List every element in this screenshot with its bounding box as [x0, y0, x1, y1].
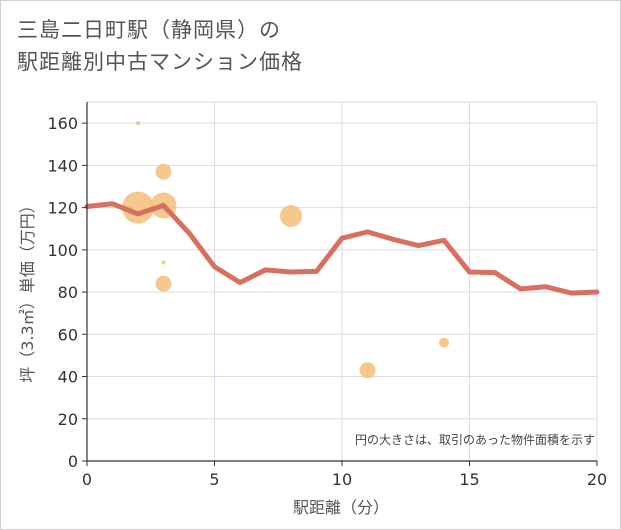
chart-title: 三島二日町駅（静岡県）の 駅距離別中古マンション価格 [17, 14, 303, 78]
y-tick-label: 140 [47, 156, 78, 175]
transaction-bubble [280, 205, 302, 228]
chart-title-line2: 駅距離別中古マンション価格 [17, 50, 303, 74]
x-tick-label: 5 [209, 470, 219, 489]
transaction-bubble [359, 362, 376, 379]
y-tick-label: 80 [58, 283, 78, 302]
transaction-bubble [155, 163, 172, 180]
transaction-bubble [155, 275, 172, 292]
x-tick-label: 20 [587, 470, 607, 489]
y-tick-label: 160 [47, 114, 78, 133]
x-tick-label: 0 [82, 470, 92, 489]
y-tick-label: 20 [58, 410, 78, 429]
chart-title-line1: 三島二日町駅（静岡県）の [17, 18, 281, 42]
y-tick-label: 0 [68, 452, 78, 471]
y-axis-label: 坪（3.3㎡）単価（万円） [18, 197, 37, 382]
grid-lines [86, 101, 598, 462]
x-tick-label: 15 [459, 470, 479, 489]
axes: 0 20 40 60 80 100 120 140 160 0 5 10 15 20 [47, 102, 607, 489]
transaction-bubble [439, 337, 449, 348]
transaction-bubble [122, 191, 154, 224]
average-price-line [84, 201, 600, 296]
x-axis-label: 駅距離（分） [293, 498, 389, 517]
y-tick-label: 100 [47, 241, 78, 260]
transaction-bubble [161, 260, 166, 265]
bubble-size-note: 円の大きさは、取引のあった物件面積を示す [355, 432, 595, 447]
average-price-polyline [84, 201, 600, 296]
transaction-bubble [136, 121, 140, 126]
y-tick-label: 40 [58, 368, 78, 387]
x-tick-label: 10 [332, 470, 352, 489]
y-tick-label: 60 [58, 325, 78, 344]
y-tick-label: 120 [47, 199, 78, 218]
